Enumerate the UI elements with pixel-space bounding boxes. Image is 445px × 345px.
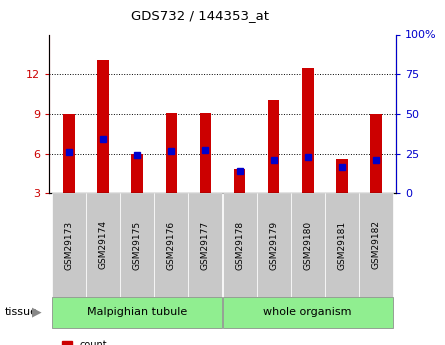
Text: Malpighian tubule: Malpighian tubule xyxy=(87,307,187,317)
Text: tissue: tissue xyxy=(4,307,37,317)
Text: GDS732 / 144353_at: GDS732 / 144353_at xyxy=(131,9,269,22)
Bar xyxy=(97,60,109,193)
Text: GSM29182: GSM29182 xyxy=(371,220,380,269)
Bar xyxy=(131,154,143,193)
Text: GSM29177: GSM29177 xyxy=(201,220,210,269)
Text: GSM29176: GSM29176 xyxy=(167,220,176,269)
Bar xyxy=(370,114,382,193)
Text: GSM29173: GSM29173 xyxy=(65,220,74,269)
Text: GSM29181: GSM29181 xyxy=(337,220,346,269)
Bar xyxy=(199,112,211,193)
Bar xyxy=(302,68,314,193)
Bar xyxy=(267,100,279,193)
Legend: count, percentile rank within the sample: count, percentile rank within the sample xyxy=(58,336,249,345)
Text: GSM29179: GSM29179 xyxy=(269,220,278,269)
Text: GSM29174: GSM29174 xyxy=(99,220,108,269)
Bar xyxy=(64,114,75,193)
Bar xyxy=(166,113,178,193)
Bar xyxy=(234,169,246,193)
Text: ▶: ▶ xyxy=(32,306,42,319)
Text: GSM29180: GSM29180 xyxy=(303,220,312,269)
Text: GSM29178: GSM29178 xyxy=(235,220,244,269)
Bar xyxy=(336,159,348,193)
Text: GSM29175: GSM29175 xyxy=(133,220,142,269)
Text: whole organism: whole organism xyxy=(263,307,352,317)
